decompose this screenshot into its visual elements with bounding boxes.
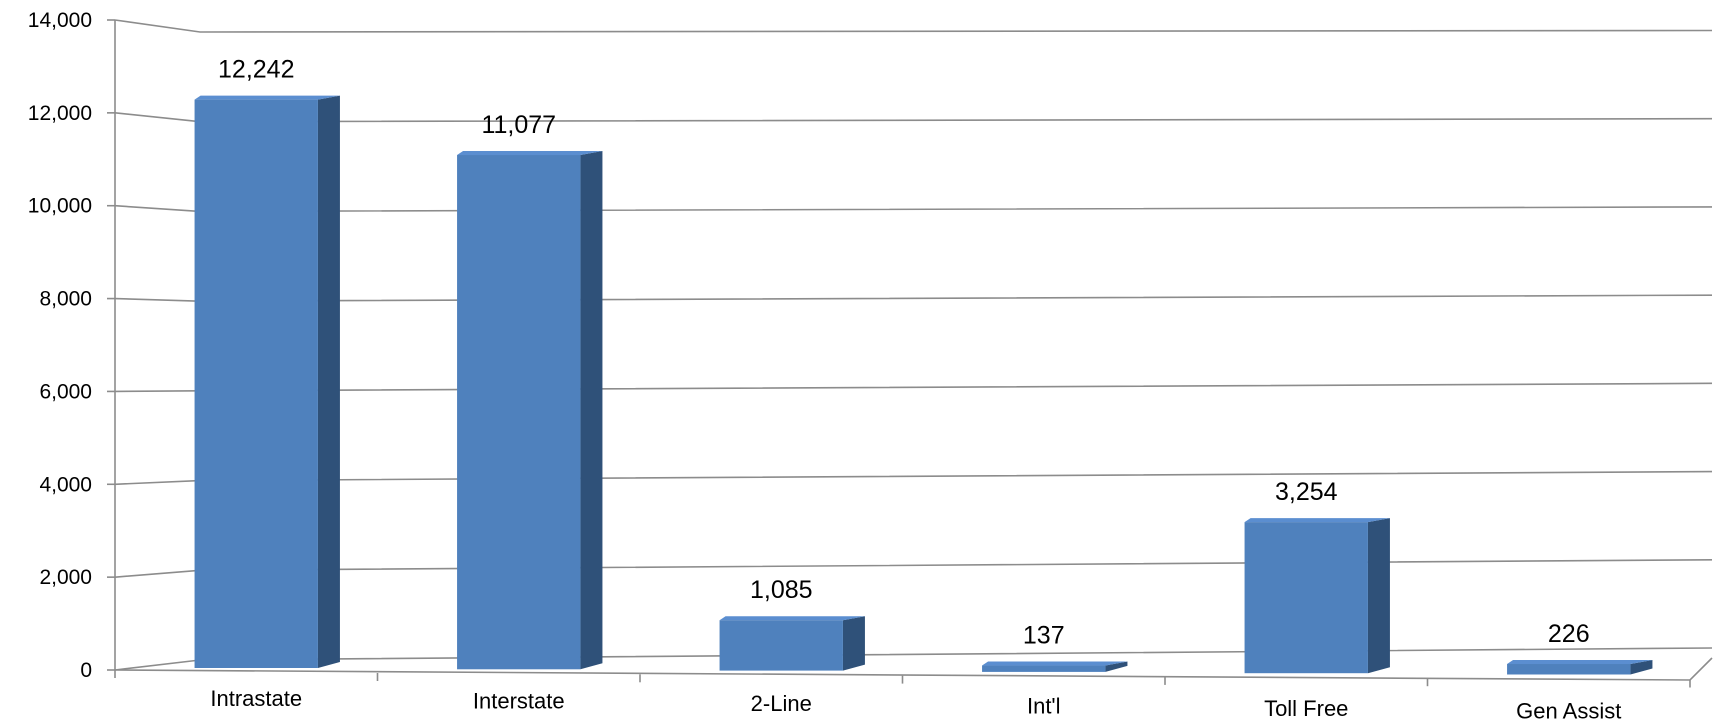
bar-2 [457,155,581,670]
bar-side-1 [317,95,340,668]
gridline [114,294,1713,302]
bar-4 [982,665,1106,672]
data-label: 137 [1023,622,1065,650]
bar-side-6 [1630,660,1653,675]
data-label: 11,077 [481,111,556,139]
bar-side-4 [1105,661,1128,672]
y-tick-label: 14,000 [28,9,92,32]
x-tick-label: Interstate [473,689,565,714]
data-label: 12,242 [218,56,294,84]
x-tick-label: Gen Assist [1516,699,1621,724]
bar-top-4 [982,661,1128,666]
data-label: 226 [1548,620,1590,648]
bars [194,95,1653,675]
y-tick-label: 6,000 [39,380,92,403]
labels: 0 2,000 4,000 6,000 8,000 10,000 12,000 14,000 1… [28,9,1622,724]
gridlines [114,19,1713,671]
y-tick-label: 12,000 [28,102,92,125]
gridline [114,204,1713,213]
bar-top-2 [457,151,603,156]
gridline [114,112,1713,123]
gridline [114,558,1713,578]
bar-side-3 [842,616,865,671]
bar-side-5 [1367,518,1390,674]
axes [107,19,1713,688]
bar-6 [1507,664,1631,675]
x-tick-label: Toll Free [1264,696,1348,721]
y-tick-label: 2,000 [39,566,92,589]
gridline [114,647,1713,671]
x-tick-label: 2-Line [751,691,812,716]
bar-1 [194,99,318,668]
bar-top-5 [1244,518,1390,523]
y-tick-label: 4,000 [39,473,92,496]
bar-5 [1244,522,1368,674]
x-axis [114,657,1713,681]
gridline [114,470,1713,486]
bar-top-6 [1507,660,1653,665]
gridline [114,19,1713,33]
y-tick-label: 8,000 [39,288,92,311]
bar-top-1 [194,95,340,100]
bar-side-2 [580,151,603,670]
x-tick-label: Intrastate [210,686,302,711]
data-label: 1,085 [750,576,813,604]
x-tick-label: Int'l [1027,694,1061,719]
y-tick-label: 0 [80,659,92,682]
bar-3 [719,620,843,671]
data-label: 3,254 [1275,478,1338,506]
bar-top-3 [719,616,865,621]
y-tick-label: 10,000 [28,195,92,218]
gridline [114,382,1713,393]
